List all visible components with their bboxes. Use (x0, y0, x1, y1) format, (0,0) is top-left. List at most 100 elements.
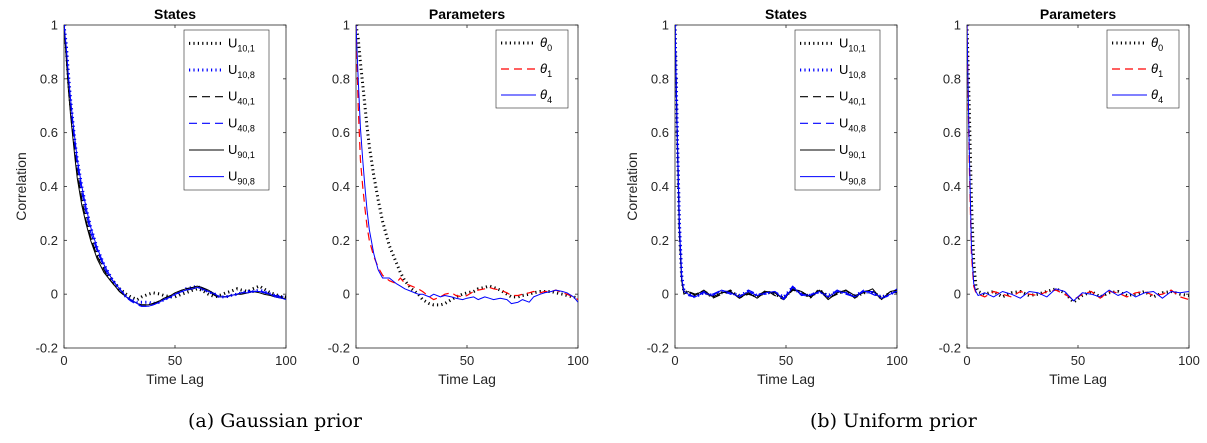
chart-title: Parameters (1040, 6, 1116, 22)
legend-label-sub: 0 (547, 43, 552, 53)
legend-label-sub: 10,1 (237, 43, 255, 53)
legend-label-base: U (228, 35, 237, 50)
y-tick-label: 0.6 (651, 125, 669, 140)
legend-label: θ0 (540, 35, 552, 53)
legend-label-sub: 40,8 (237, 123, 255, 133)
legend-label: U40,1 (839, 89, 866, 107)
y-tick-label: 0.8 (943, 71, 961, 86)
x-tick-label: 100 (1178, 353, 1200, 368)
legend-label: U10,8 (839, 62, 866, 80)
series-line-3 (675, 25, 897, 301)
y-tick-label: 0.2 (651, 233, 669, 248)
legend-label-base: U (839, 62, 848, 77)
legend-label-sub: 40,1 (848, 97, 866, 107)
x-tick-label: 0 (671, 353, 678, 368)
y-tick-label: 0 (51, 287, 58, 302)
legend-label-base: U (228, 169, 237, 184)
legend-label-base: θ (540, 35, 547, 50)
legend-label-base: U (228, 62, 237, 77)
legend-label: θ4 (540, 87, 552, 105)
y-tick-label: 0.8 (332, 71, 350, 86)
y-tick-label: 0.4 (40, 179, 58, 194)
y-tick-label: 1 (662, 18, 669, 33)
legend-label: U90,8 (228, 169, 255, 187)
legend-label-base: U (839, 169, 848, 184)
legend-label-base: θ (1151, 35, 1158, 50)
legend-label-sub: 90,8 (848, 177, 866, 187)
legend-label-base: U (228, 142, 237, 157)
legend-label-sub: 10,1 (848, 43, 866, 53)
legend-label: U90,1 (839, 142, 866, 160)
x-tick-label: 0 (60, 353, 67, 368)
x-tick-label: 50 (460, 353, 474, 368)
legend-label-base: U (228, 115, 237, 130)
x-tick-label: 0 (352, 353, 359, 368)
y-tick-label: 0.6 (332, 125, 350, 140)
caption-b: (b) Uniform prior (810, 410, 977, 432)
legend-label-base: U (839, 115, 848, 130)
caption-a: (a) Gaussian prior (188, 410, 362, 432)
legend-label-base: U (228, 89, 237, 104)
legend-label-base: θ (540, 61, 547, 76)
y-tick-label: 0.6 (40, 125, 58, 140)
legend-label-sub: 40,8 (848, 123, 866, 133)
legend-label: U90,8 (839, 169, 866, 187)
legend-label-base: θ (1151, 87, 1158, 102)
legend-label-base: θ (540, 87, 547, 102)
legend-label-sub: 40,1 (237, 97, 255, 107)
y-tick-label: 0.4 (332, 179, 350, 194)
legend-label: θ4 (1151, 87, 1163, 105)
chart-title: States (154, 6, 196, 22)
y-tick-label: 1 (954, 18, 961, 33)
legend-label: U10,1 (228, 35, 255, 53)
y-axis-label: Correlation (624, 152, 640, 220)
legend-label-sub: 10,8 (848, 70, 866, 80)
legend-label: θ1 (1151, 61, 1163, 79)
legend-label: U40,8 (839, 115, 866, 133)
x-axis-label: Time Lag (1049, 371, 1107, 387)
x-axis-label: Time Lag (757, 371, 815, 387)
legend-label-sub: 10,8 (237, 70, 255, 80)
y-tick-label: -0.2 (647, 341, 669, 356)
legend-label-sub: 1 (547, 69, 552, 79)
y-tick-label: 0.4 (943, 179, 961, 194)
legend-box (794, 29, 881, 191)
legend-label: U90,1 (228, 142, 255, 160)
legend-label: U10,1 (839, 35, 866, 53)
legend-label-sub: 4 (1158, 95, 1163, 105)
y-tick-label: -0.2 (36, 341, 58, 356)
series-line-3 (967, 25, 1189, 302)
x-tick-label: 100 (567, 353, 589, 368)
legend-label-sub: 4 (547, 95, 552, 105)
x-tick-label: 0 (963, 353, 970, 368)
y-tick-label: 0.4 (651, 179, 669, 194)
x-tick-label: 50 (168, 353, 182, 368)
y-tick-label: -0.2 (328, 341, 350, 356)
chart-title: Parameters (429, 6, 505, 22)
legend-label: θ1 (540, 61, 552, 79)
series-group (967, 25, 1189, 304)
legend-label: θ0 (1151, 35, 1163, 53)
series-group (356, 25, 578, 307)
y-tick-label: 1 (51, 18, 58, 33)
series-line-3 (356, 25, 578, 305)
series-group (64, 25, 286, 307)
x-axis-label: Time Lag (146, 371, 204, 387)
y-tick-label: 0.2 (943, 233, 961, 248)
legend-label-base: U (839, 35, 848, 50)
y-tick-label: 1 (343, 18, 350, 33)
legend-label-sub: 90,8 (237, 177, 255, 187)
y-tick-label: 0.8 (40, 71, 58, 86)
legend-label-base: θ (1151, 61, 1158, 76)
series-group (675, 25, 897, 301)
y-tick-label: -0.2 (939, 341, 961, 356)
legend-label-sub: 90,1 (237, 150, 255, 160)
series-line-6 (675, 25, 897, 301)
x-tick-label: 100 (275, 353, 297, 368)
legend-label-sub: 1 (1158, 69, 1163, 79)
chart-title: States (765, 6, 807, 22)
x-tick-label: 50 (779, 353, 793, 368)
x-tick-label: 100 (886, 353, 908, 368)
